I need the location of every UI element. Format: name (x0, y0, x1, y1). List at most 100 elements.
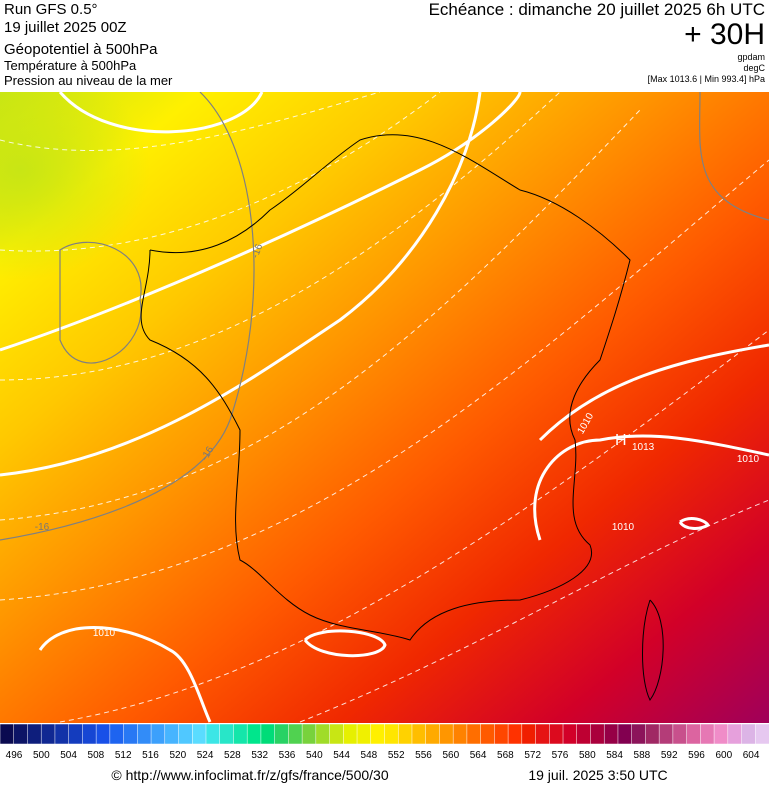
color-box (219, 723, 235, 745)
legend-label: 588 (634, 750, 651, 761)
color-box (439, 723, 454, 745)
color-box (411, 723, 427, 745)
color-box (755, 723, 769, 745)
echeance: Echéance : dimanche 20 juillet 2025 6h U… (429, 0, 765, 19)
color-box (205, 723, 221, 745)
color-box (549, 723, 564, 745)
color-box (425, 723, 441, 745)
legend-label: 592 (661, 750, 678, 761)
legend-label: 496 (6, 750, 23, 761)
legend-label: 532 (251, 750, 268, 761)
color-box (494, 723, 509, 745)
color-box (645, 723, 660, 745)
run: Run GFS 0.5° (4, 1, 98, 18)
color-box (315, 723, 331, 745)
credit: © http://www.infoclimat.fr/z/gfs/france/… (111, 767, 388, 783)
color-box (700, 723, 715, 745)
color-box (356, 723, 372, 745)
color-box (27, 723, 42, 745)
color-box (617, 723, 633, 745)
color-box (343, 723, 358, 745)
color-box (672, 723, 688, 745)
color-box (727, 723, 743, 745)
color-box (82, 723, 97, 745)
high-symbol: H (615, 432, 627, 449)
legend-label: 512 (115, 750, 132, 761)
color-box (397, 723, 413, 745)
field: Température à 500hPa (4, 58, 137, 73)
offset: + 30H (684, 18, 765, 51)
color-box (178, 723, 193, 745)
color-box (576, 723, 592, 745)
color-box (603, 723, 619, 745)
timestamp: 19 juil. 2025 3:50 UTC (528, 767, 667, 783)
color-box (466, 723, 482, 745)
legend-label: 604 (743, 750, 760, 761)
legend-label: 536 (279, 750, 296, 761)
color-box (95, 723, 111, 745)
color-box (301, 723, 317, 745)
legend-label: 524 (197, 750, 214, 761)
unit: gpdam (737, 52, 765, 62)
color-box (40, 723, 56, 745)
color-box (274, 723, 290, 745)
color-box (192, 723, 207, 745)
legend-label: 500 (33, 750, 50, 761)
unit: degC (743, 63, 765, 73)
color-box (123, 723, 139, 745)
color-box (233, 723, 248, 745)
legend-label: 560 (442, 750, 459, 761)
legend-label: 544 (333, 750, 350, 761)
color-box (54, 723, 70, 745)
color-box (137, 723, 152, 745)
date: 19 juillet 2025 00Z (4, 19, 127, 36)
color-box (370, 723, 386, 745)
color-box (150, 723, 166, 745)
color-box (260, 723, 276, 745)
legend-label: 556 (415, 750, 432, 761)
legend-label: 600 (715, 750, 732, 761)
contour-label: 1010 (737, 454, 760, 465)
legend-label: 504 (60, 750, 77, 761)
color-box (590, 723, 605, 745)
contour-label: -16 (250, 242, 265, 260)
color-box (535, 723, 551, 745)
color-box (521, 723, 537, 745)
color-box (507, 723, 523, 745)
color-box (109, 723, 125, 745)
color-box (741, 723, 757, 745)
legend-label: 520 (169, 750, 186, 761)
legend-label: 564 (470, 750, 487, 761)
legend-label: 584 (606, 750, 623, 761)
color-box (0, 723, 15, 745)
color-box (452, 723, 468, 745)
legend-label: 596 (688, 750, 705, 761)
unit: [Max 1013.6 | Min 993.4] hPa (648, 74, 765, 84)
legend-label: 576 (552, 750, 569, 761)
color-box (713, 723, 729, 745)
color-box (164, 723, 180, 745)
field: Géopotentiel à 500hPa (4, 41, 158, 58)
legend-label: 540 (306, 750, 323, 761)
color-box (288, 723, 303, 745)
legend-label: 572 (524, 750, 541, 761)
color-box (246, 723, 262, 745)
legend-label: 528 (224, 750, 241, 761)
legend-label: 568 (497, 750, 514, 761)
color-box (329, 723, 345, 745)
legend-label: 580 (579, 750, 596, 761)
legend: 496 500 504 508 512 516 520 524 528 532 536 540 544 5… (0, 723, 769, 761)
legend-label: 552 (388, 750, 405, 761)
contour-label: 1010 (93, 628, 116, 639)
color-box (562, 723, 578, 745)
contour-label: 1010 (612, 522, 635, 533)
color-box (658, 723, 674, 745)
contour-label: -16 (35, 522, 50, 533)
color-box (686, 723, 702, 745)
color-box (631, 723, 647, 745)
color-box (68, 723, 84, 745)
color-box (384, 723, 399, 745)
legend-label: 548 (361, 750, 378, 761)
